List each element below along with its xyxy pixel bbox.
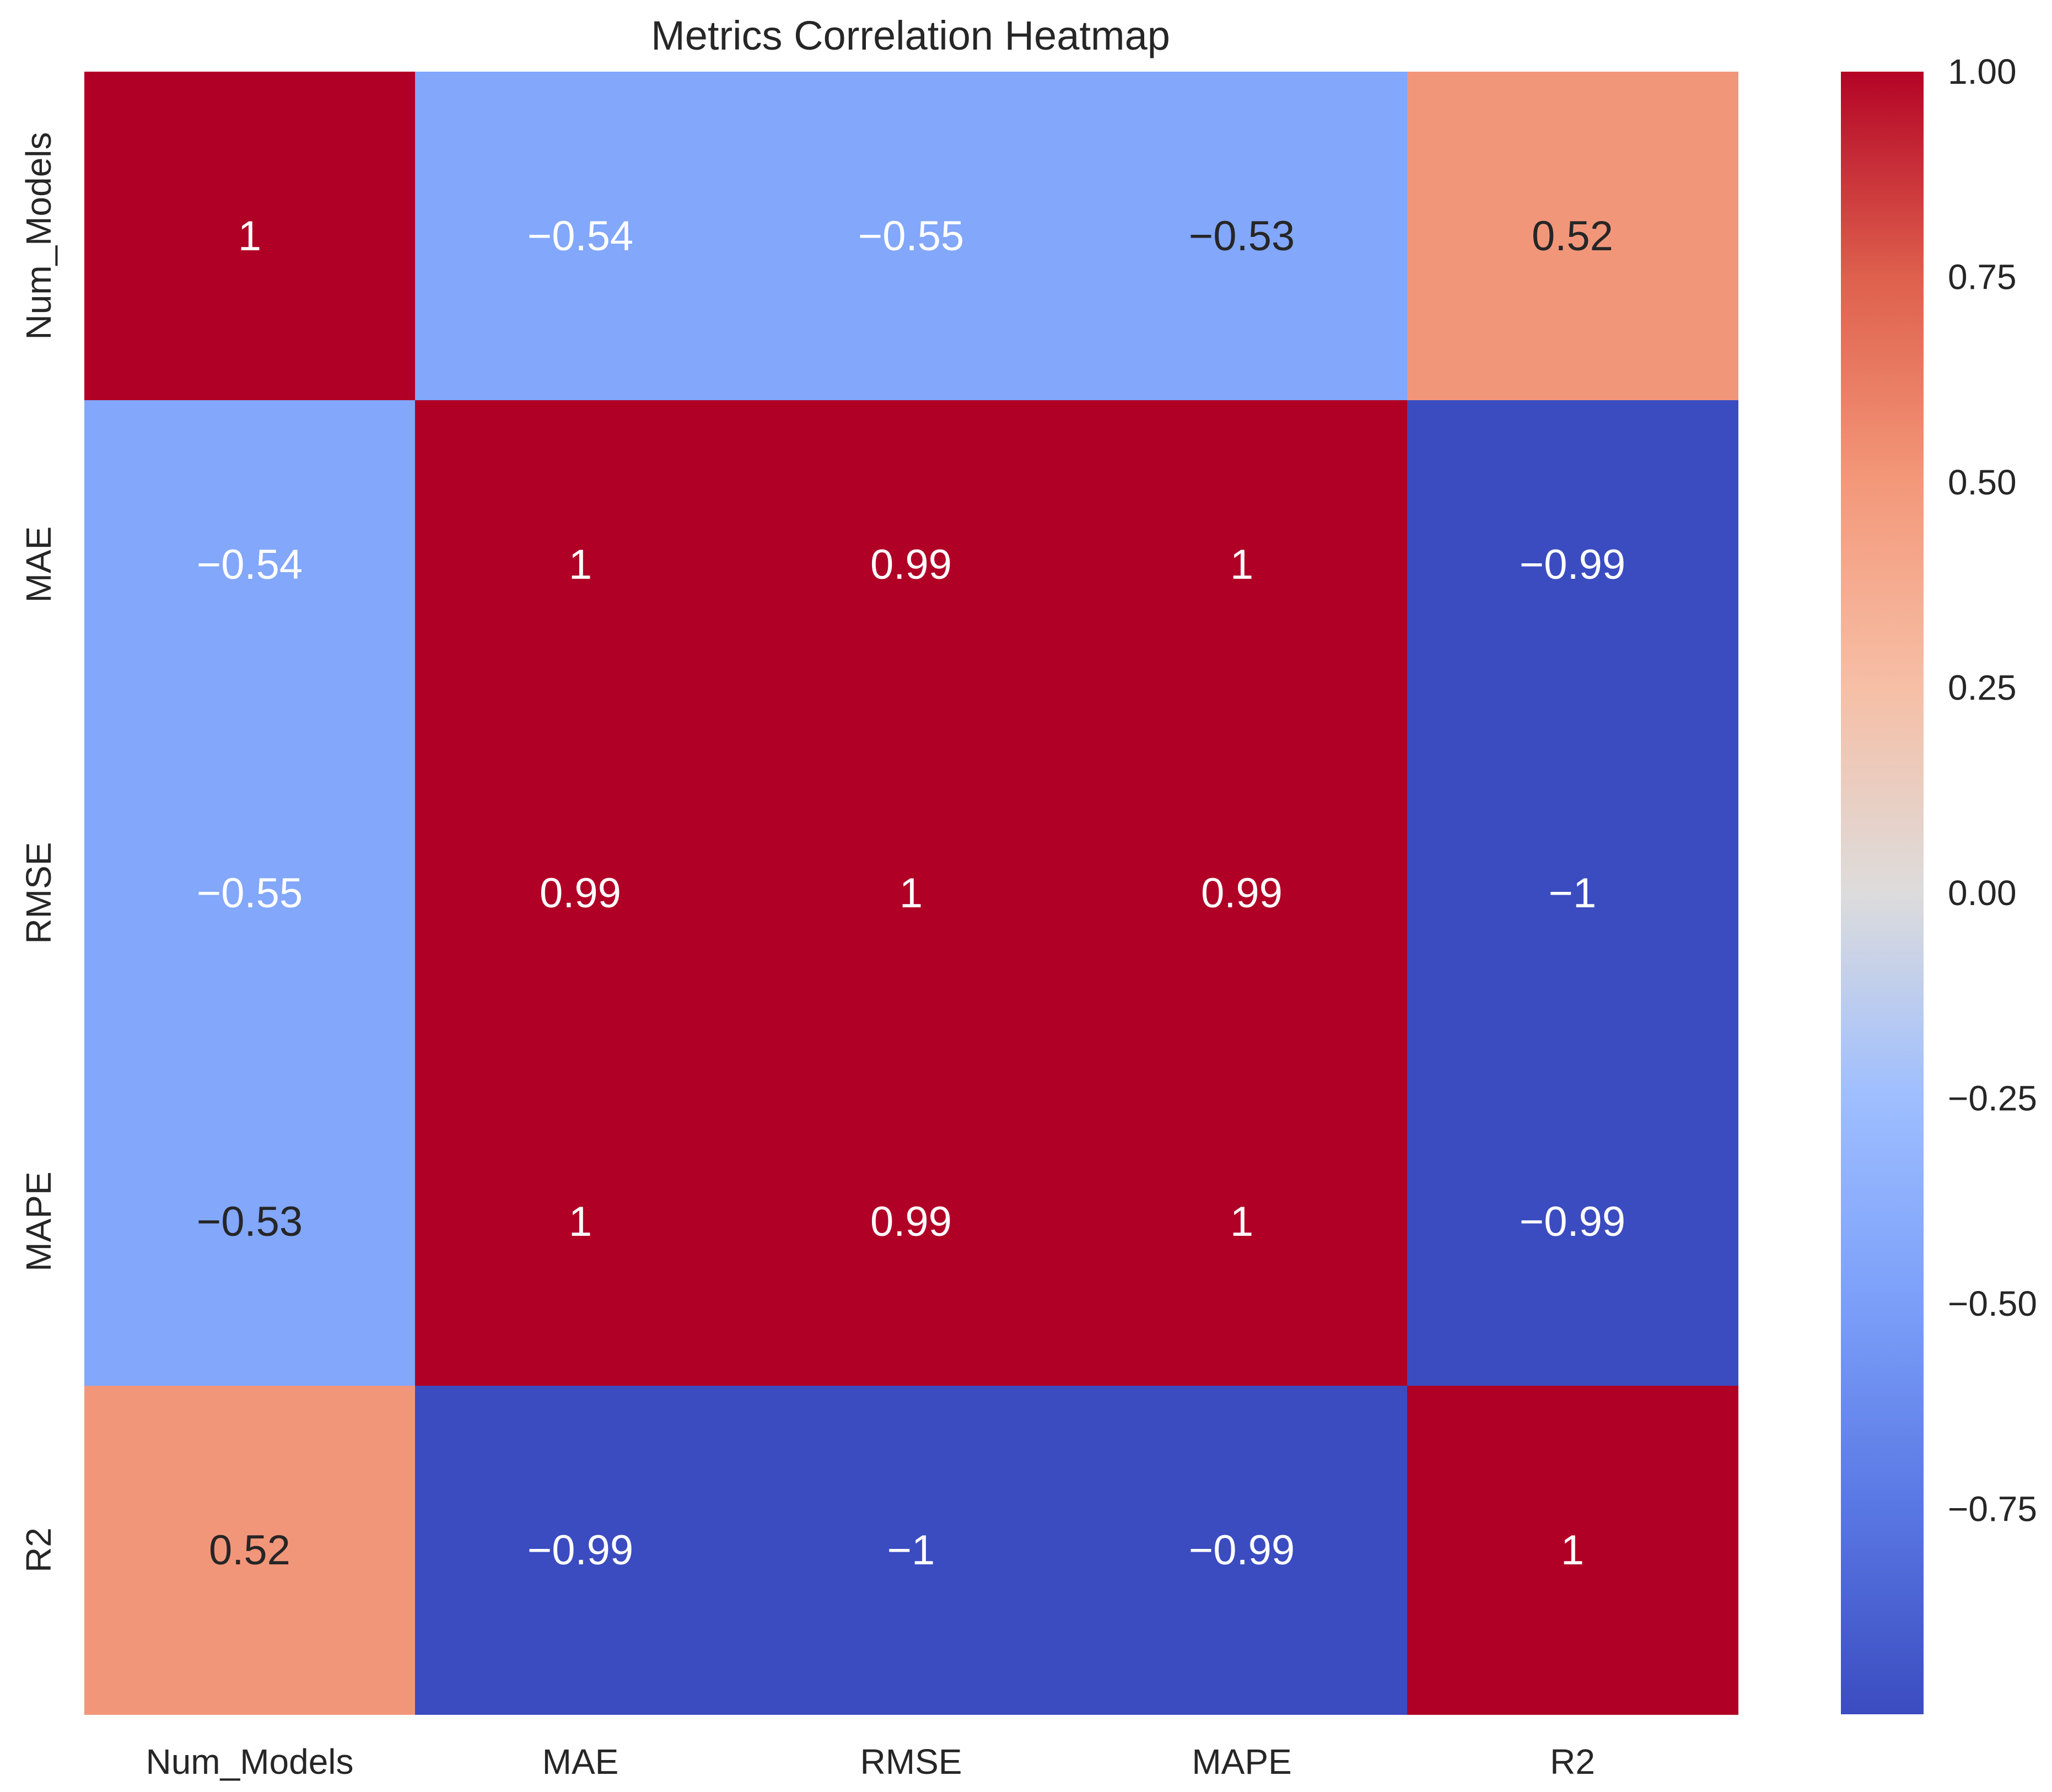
column-label: Num_Models — [146, 1742, 353, 1782]
cell-value-label: 1 — [900, 870, 923, 917]
column-label: MAE — [542, 1742, 619, 1782]
cell-value-label: 1 — [569, 541, 592, 588]
colorbar-tick-label: −0.25 — [1948, 1079, 2037, 1118]
row-label: RMSE — [19, 842, 58, 944]
colorbar-tick-label: 0.75 — [1948, 257, 2017, 297]
cell-value-label: −1 — [887, 1527, 935, 1574]
cell-value-label: 1 — [1230, 541, 1253, 588]
row-label: R2 — [19, 1527, 58, 1573]
row-label: Num_Models — [19, 132, 58, 340]
heatmap-cell — [1076, 729, 1408, 1058]
cell-value-label: −0.53 — [1189, 213, 1295, 260]
cell-value-label: −0.99 — [1520, 1198, 1625, 1245]
heatmap-cell — [746, 729, 1077, 1058]
heatmap-cell — [1076, 72, 1408, 401]
heatmap-cell — [415, 72, 746, 401]
column-label: R2 — [1550, 1742, 1595, 1782]
row-labels: Num_Models MAE RMSE MAPE R2 — [19, 132, 58, 1572]
heatmap-cell — [1076, 1386, 1408, 1715]
cell-value-label: −0.55 — [858, 213, 964, 260]
column-label: RMSE — [860, 1742, 962, 1782]
cell-value-label: 1 — [569, 1198, 592, 1245]
colorbar-tick-label: 0.00 — [1948, 873, 2017, 913]
cell-value-label: 0.99 — [1201, 870, 1283, 917]
heatmap-cell — [1407, 400, 1738, 729]
cell-value-label: 1 — [1561, 1527, 1584, 1574]
heatmap-cell — [84, 400, 416, 729]
heatmap-cell — [746, 1386, 1077, 1715]
heatmap-cell — [84, 1386, 416, 1715]
cell-value-label: −0.99 — [1520, 541, 1625, 588]
colorbar-tick-label: 0.25 — [1948, 668, 2017, 708]
heatmap-cell — [746, 400, 1077, 729]
column-labels: Num_Models MAE RMSE MAPE R2 — [146, 1742, 1595, 1782]
heatmap-cell — [415, 729, 746, 1058]
cell-value-label: −1 — [1549, 870, 1597, 917]
heatmap-cell — [415, 1386, 746, 1715]
colorbar-tick-label: 0.50 — [1948, 462, 2017, 502]
colorbar: 1.00 0.75 0.50 0.25 0.00 −0.25 −0.50 −0.75 — [1841, 52, 2037, 1714]
cell-value-label: −0.55 — [197, 870, 303, 917]
cell-value-label: −0.53 — [197, 1198, 303, 1245]
heatmap-cell — [84, 1057, 416, 1386]
heatmap-cell — [1407, 729, 1738, 1058]
column-label: MAPE — [1192, 1742, 1291, 1782]
heatmap-cells — [84, 72, 1738, 1715]
row-label: MAE — [19, 526, 58, 603]
colorbar-tick-label: −0.50 — [1948, 1284, 2037, 1323]
heatmap-cell — [1076, 1057, 1408, 1386]
cell-value-label: −0.54 — [197, 541, 303, 588]
cell-value-label: 0.99 — [870, 1198, 952, 1245]
heatmap-cell — [746, 1057, 1077, 1386]
heatmap-cell-labels: 1 −0.54 −0.55 −0.53 0.52 −0.54 1 0.99 1 −0.99 −0.5… — [197, 213, 1625, 1574]
cell-value-label: 1 — [238, 213, 261, 260]
heatmap-cell — [1407, 1386, 1738, 1715]
cell-value-label: 0.99 — [540, 870, 621, 917]
cell-value-label: 0.52 — [1532, 213, 1613, 260]
heatmap-cell — [746, 72, 1077, 401]
row-label: MAPE — [19, 1171, 58, 1271]
heatmap-cell — [84, 729, 416, 1058]
heatmap-cell — [1407, 1057, 1738, 1386]
cell-value-label: −0.99 — [527, 1527, 633, 1574]
cell-value-label: 1 — [1230, 1198, 1253, 1245]
heatmap-cell — [415, 400, 746, 729]
heatmap-cell — [415, 1057, 746, 1386]
colorbar-tick-label: −0.75 — [1948, 1489, 2037, 1529]
heatmap-cell — [84, 72, 416, 401]
colorbar-gradient — [1841, 72, 1924, 1714]
colorbar-tick-label: 1.00 — [1948, 52, 2017, 92]
cell-value-label: −0.99 — [1189, 1527, 1295, 1574]
chart-title: Metrics Correlation Heatmap — [651, 13, 1170, 58]
heatmap-cell — [1076, 400, 1408, 729]
cell-value-label: −0.54 — [527, 213, 633, 260]
heatmap-cell — [1407, 72, 1738, 401]
cell-value-label: 0.52 — [209, 1527, 290, 1574]
cell-value-label: 0.99 — [870, 541, 952, 588]
